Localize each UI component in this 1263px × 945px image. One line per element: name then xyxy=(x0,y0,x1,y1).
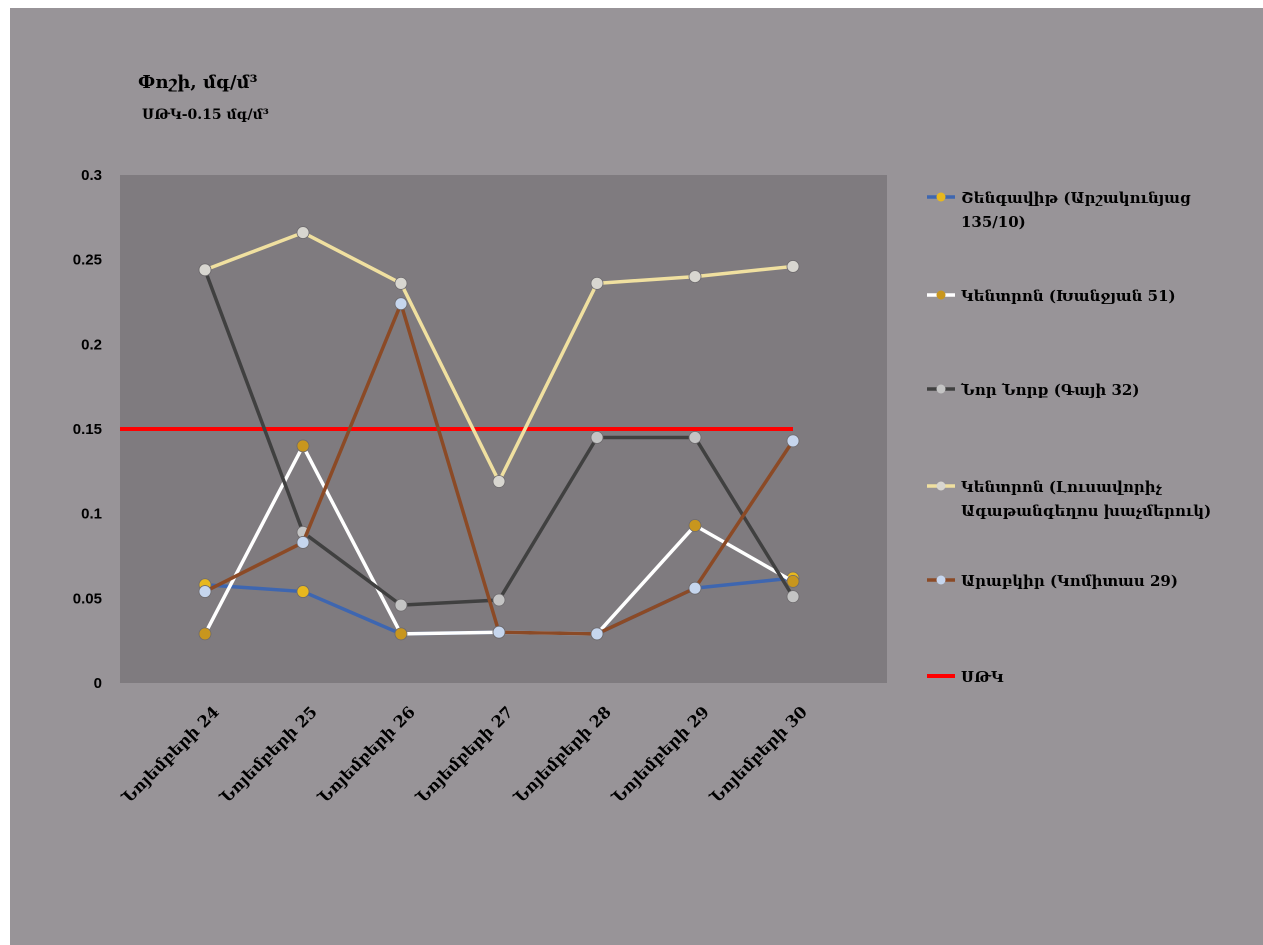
data-point xyxy=(786,434,800,448)
data-point xyxy=(786,260,800,273)
x-tick-label: Նոյեմբերի 26 xyxy=(313,702,418,807)
data-point xyxy=(198,627,212,641)
legend-label: Արաբկիր (Կոմիտաս 29) xyxy=(961,572,1178,590)
data-point xyxy=(394,297,408,311)
legend-label: Ագաթանգեղոս խաչմերուկ) xyxy=(961,502,1211,520)
data-point xyxy=(786,575,800,588)
data-point xyxy=(394,598,408,612)
legend-marker-swatch xyxy=(936,290,946,300)
legend-label: Շենգավիթ (Արշակունյաց xyxy=(961,189,1191,207)
data-point xyxy=(492,625,506,639)
legend-marker-swatch xyxy=(936,384,946,394)
chart-frame: Փոշի, մգ/մ³ ՍԹԿ-0.15 մգ/մ³ 0 0.05 0.1 0.15 0… xyxy=(10,8,1263,945)
data-point xyxy=(590,431,604,444)
legend-label: ՍԹԿ xyxy=(961,668,1004,686)
data-point xyxy=(492,593,506,607)
legend-marker-swatch xyxy=(936,575,946,585)
data-point xyxy=(296,439,310,453)
y-tick-label: 0.15 xyxy=(73,421,102,438)
chart-title: Փոշի, մգ/մ³ xyxy=(138,72,258,93)
data-point xyxy=(590,627,604,641)
y-tick-label: 0.25 xyxy=(73,252,102,269)
legend-marker-swatch xyxy=(936,192,946,202)
y-tick-label: 0 xyxy=(94,675,102,692)
data-point xyxy=(688,519,702,532)
data-point xyxy=(590,276,604,290)
data-point xyxy=(296,585,310,598)
data-point xyxy=(394,627,408,641)
legend-label: Կենտրոն (Լուսավորիչ xyxy=(961,478,1163,496)
data-point xyxy=(198,585,212,598)
x-tick-label: Նոյեմբերի 28 xyxy=(509,702,614,807)
legend-label: 135/10) xyxy=(961,213,1026,231)
data-point xyxy=(688,581,702,595)
x-tick-label: Նոյեմբերի 24 xyxy=(117,702,222,807)
chart-subtitle: ՍԹԿ-0.15 մգ/մ³ xyxy=(142,107,269,123)
legend-marker-swatch xyxy=(936,481,946,491)
y-tick-label: 0.2 xyxy=(81,336,102,353)
data-point xyxy=(786,590,800,604)
x-tick-label: Նոյեմբերի 27 xyxy=(411,702,516,807)
data-point xyxy=(688,431,702,444)
y-tick-label: 0.3 xyxy=(81,167,102,184)
line-chart: Փոշի, մգ/մ³ ՍԹԿ-0.15 մգ/մ³ 0 0.05 0.1 0.15 0… xyxy=(73,72,1211,808)
y-tick-label: 0.05 xyxy=(73,590,102,607)
x-tick-label: Նոյեմբերի 30 xyxy=(705,702,810,807)
legend-label: Նոր Նորք (Գայի 32) xyxy=(960,381,1139,399)
data-point xyxy=(688,270,702,284)
data-point xyxy=(296,226,310,239)
data-point xyxy=(394,276,408,290)
x-tick-label: Նոյեմբերի 29 xyxy=(607,702,712,807)
data-point xyxy=(492,475,506,488)
data-point xyxy=(198,263,212,277)
y-tick-label: 0.1 xyxy=(81,506,102,523)
legend-label: Կենտրոն (Խանջյան 51) xyxy=(961,287,1176,305)
x-tick-label: Նոյեմբերի 25 xyxy=(215,702,320,807)
data-point xyxy=(296,536,310,549)
